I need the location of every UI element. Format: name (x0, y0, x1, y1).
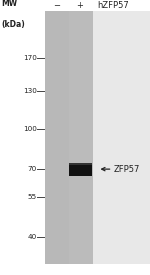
Text: 170: 170 (23, 55, 37, 61)
Text: 130: 130 (23, 88, 37, 94)
Bar (69, 163, 92, 176)
Text: hZFP57: hZFP57 (98, 1, 129, 10)
Bar (45, 11, 93, 264)
Text: MW: MW (2, 0, 18, 8)
Bar (69, 163, 92, 164)
Text: ZFP57: ZFP57 (113, 165, 140, 174)
Bar (69, 11, 93, 264)
Text: −: − (54, 1, 60, 10)
Text: 100: 100 (23, 126, 37, 132)
Text: 55: 55 (27, 194, 37, 200)
Text: +: + (76, 1, 83, 10)
Bar (93, 11, 150, 264)
Text: 70: 70 (27, 166, 37, 172)
Text: 40: 40 (27, 234, 37, 240)
Text: (kDa): (kDa) (2, 20, 25, 29)
